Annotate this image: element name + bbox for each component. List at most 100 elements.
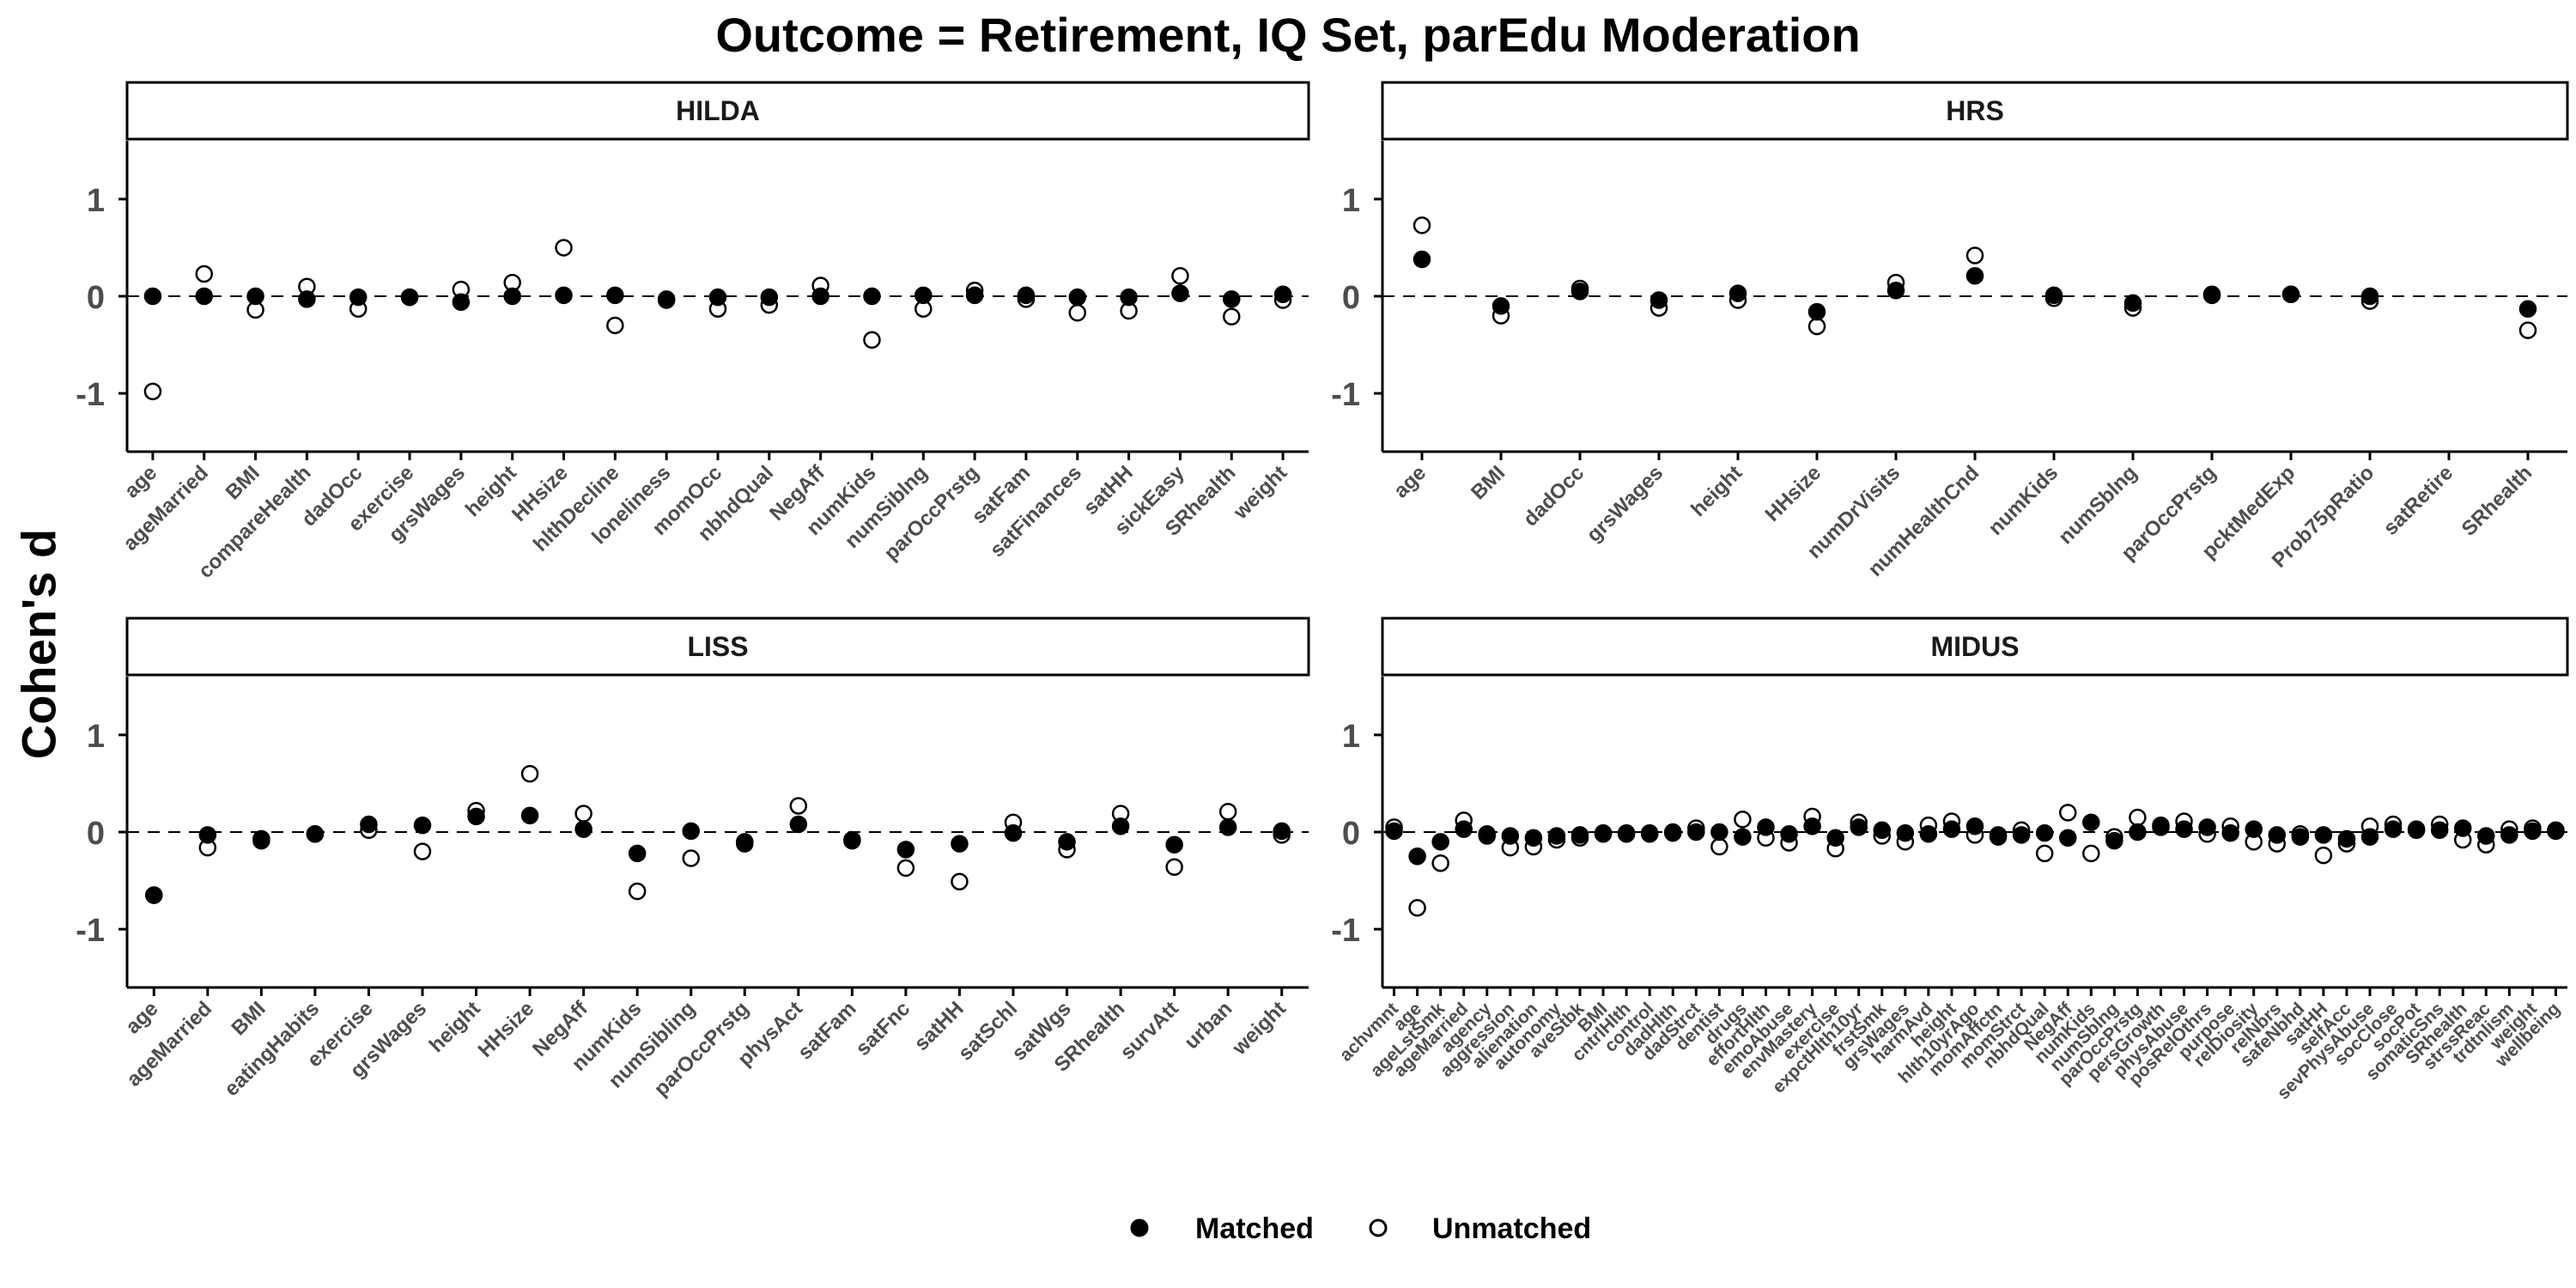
y-tick-label-liss: 1 — [87, 719, 105, 755]
point-matched-midus — [1965, 817, 1984, 835]
x-tick-label-hilda: weight — [1229, 461, 1292, 525]
point-matched-liss — [843, 830, 861, 849]
point-unmatched-liss — [682, 849, 700, 867]
x-tick-label-liss: HHsize — [474, 997, 539, 1062]
point-matched-liss — [896, 841, 915, 859]
point-matched-hrs — [1965, 266, 1984, 285]
x-tick-label-hrs: grsWages — [1583, 461, 1668, 547]
y-tick-label-hrs: 1 — [1342, 183, 1360, 219]
point-matched-midus — [1617, 825, 1636, 843]
x-tick-label-hilda: age — [120, 461, 161, 502]
point-unmatched-midus — [2035, 844, 2054, 863]
point-matched-hrs — [2123, 294, 2142, 313]
point-matched-midus — [2152, 818, 2170, 836]
point-matched-liss — [360, 815, 378, 834]
point-matched-midus — [1385, 822, 1403, 841]
point-unmatched-hilda — [195, 264, 213, 283]
point-unmatched-liss — [1165, 858, 1183, 876]
point-matched-liss — [574, 820, 592, 838]
point-matched-midus — [1547, 827, 1566, 845]
point-matched-midus — [1826, 829, 1844, 848]
facet-strip-hilda — [125, 81, 1310, 141]
point-matched-liss — [1004, 823, 1023, 842]
point-matched-midus — [2360, 828, 2379, 846]
point-matched-hilda — [914, 286, 933, 305]
point-unmatched-hilda — [1068, 303, 1087, 322]
point-matched-hilda — [400, 288, 419, 307]
x-tick-label-hrs: height — [1686, 461, 1747, 521]
point-matched-liss — [145, 886, 163, 904]
point-matched-midus — [2314, 826, 2333, 844]
point-matched-liss — [198, 826, 217, 844]
point-matched-hrs — [1728, 284, 1747, 302]
point-matched-midus — [1663, 823, 1682, 842]
point-unmatched-midus — [2058, 804, 2077, 822]
point-matched-hilda — [143, 287, 162, 306]
x-tick-label-liss: survAtt — [1115, 997, 1183, 1065]
point-matched-midus — [1455, 820, 1473, 838]
x-tick-label-liss: BMI — [227, 997, 270, 1040]
x-tick-label-hrs: dadOcc — [1519, 461, 1589, 531]
point-matched-midus — [2384, 820, 2403, 838]
x-tick-label-hrs: satRetire — [2379, 461, 2458, 540]
y-tick-label-liss: -1 — [76, 913, 105, 949]
point-matched-midus — [2175, 820, 2193, 838]
point-matched-midus — [1780, 825, 1798, 843]
point-matched-hrs — [1413, 250, 1431, 269]
point-matched-hrs — [2044, 286, 2063, 305]
point-matched-midus — [1803, 817, 1821, 835]
point-matched-liss — [682, 822, 700, 841]
point-unmatched-midus — [2129, 808, 2147, 827]
point-matched-hrs — [2202, 285, 2221, 303]
point-unmatched-midus — [2082, 844, 2100, 863]
point-matched-hilda — [503, 287, 521, 306]
point-matched-liss — [413, 816, 432, 835]
point-matched-liss — [628, 844, 647, 863]
point-matched-midus — [1710, 823, 1728, 841]
point-matched-hilda — [708, 288, 727, 307]
point-unmatched-hrs — [2518, 321, 2537, 339]
facet-strip-hrs — [1381, 81, 2569, 141]
y-tick-label-liss: 0 — [87, 816, 105, 852]
point-unmatched-hrs — [1965, 246, 1984, 264]
y-tick-label-hilda: 0 — [87, 280, 105, 316]
point-matched-hilda — [1068, 288, 1087, 307]
point-matched-hilda — [246, 287, 264, 306]
x-tick-label-hrs: HHsize — [1761, 461, 1826, 526]
point-matched-hrs — [1886, 281, 1905, 300]
point-matched-midus — [2268, 826, 2287, 844]
point-matched-midus — [2477, 827, 2495, 845]
point-matched-hilda — [863, 287, 881, 306]
facet-strip-label-hilda: HILDA — [676, 95, 760, 126]
point-unmatched-liss — [896, 859, 915, 878]
point-unmatched-hilda — [606, 316, 624, 335]
point-matched-midus — [2082, 813, 2100, 831]
x-tick-label-hrs: age — [1389, 461, 1431, 502]
point-matched-hilda — [1120, 288, 1138, 307]
point-unmatched-liss — [789, 797, 808, 815]
point-matched-hrs — [1571, 283, 1589, 301]
point-matched-midus — [2337, 829, 2356, 848]
point-matched-midus — [2198, 818, 2216, 836]
point-unmatched-hilda — [1171, 266, 1189, 285]
facet-strip-label-liss: LISS — [687, 631, 748, 662]
y-tick-label-midus: -1 — [1331, 913, 1360, 949]
point-matched-liss — [736, 833, 754, 851]
point-matched-liss — [1165, 835, 1183, 854]
point-matched-midus — [1687, 823, 1705, 841]
point-unmatched-liss — [413, 842, 432, 860]
facet-strip-label-midus: MIDUS — [1930, 631, 2019, 662]
figure-title: Outcome = Retirement, IQ Set, parEdu Mod… — [715, 8, 1861, 62]
point-matched-hilda — [760, 288, 779, 307]
point-matched-midus — [1942, 820, 1961, 838]
point-matched-midus — [1524, 829, 1543, 848]
point-matched-hilda — [811, 287, 829, 306]
legend-matched-label: Matched — [1195, 1212, 1314, 1245]
point-unmatched-midus — [2314, 846, 2333, 865]
point-matched-hrs — [1492, 297, 1510, 315]
point-matched-midus — [1850, 818, 1868, 836]
y-tick-label-hilda: 1 — [87, 183, 105, 219]
point-matched-hilda — [349, 288, 368, 307]
point-matched-midus — [1501, 827, 1520, 845]
point-unmatched-midus — [1431, 854, 1449, 872]
